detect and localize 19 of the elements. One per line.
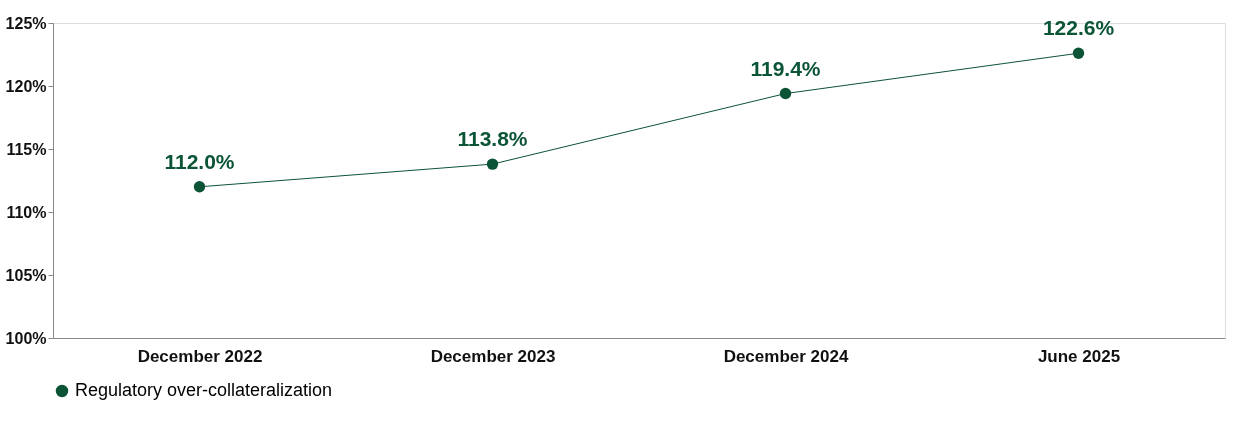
- y-tick-label: 100%: [5, 329, 47, 347]
- y-tick-label: 105%: [5, 266, 47, 284]
- x-tick-label: December 2023: [430, 346, 556, 366]
- data-label: 122.6%: [1042, 16, 1115, 40]
- y-tick-label: 115%: [6, 140, 47, 158]
- point: [486, 158, 499, 170]
- data-label: 112.0%: [164, 149, 235, 173]
- data-label: 113.8%: [457, 127, 528, 151]
- data-label: 119.4%: [750, 56, 821, 80]
- y-tick-label: 110%: [6, 203, 47, 221]
- y-tick-label: 120%: [5, 77, 47, 95]
- point: [779, 87, 792, 100]
- y-tick-label: 125%: [5, 14, 47, 32]
- point: [1072, 47, 1085, 59]
- legend-label: Regulatory over-collateralization: [75, 380, 333, 400]
- x-tick-label: December 2024: [723, 346, 849, 366]
- x-tick-label: December 2022: [137, 346, 263, 366]
- point: [193, 181, 206, 193]
- x-tick-label: June 2025: [1037, 346, 1121, 366]
